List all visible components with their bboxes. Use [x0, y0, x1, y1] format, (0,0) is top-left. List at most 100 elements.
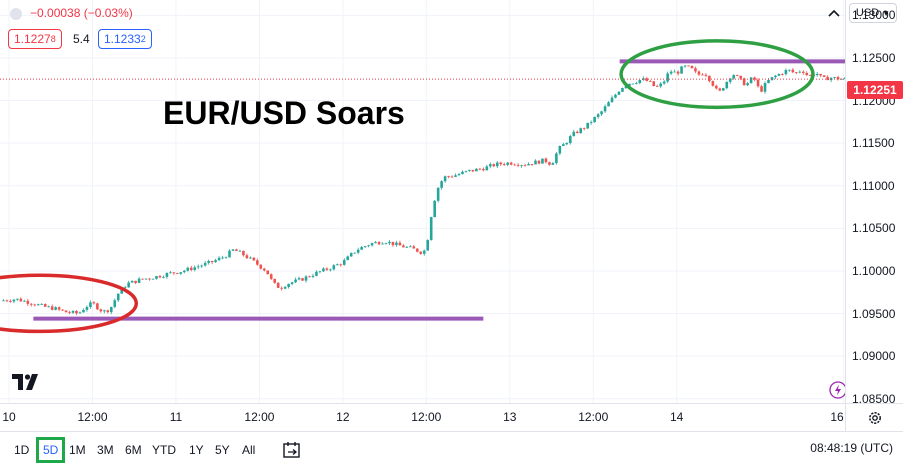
candle: [33, 303, 37, 307]
candle: [367, 244, 370, 248]
time-axis[interactable]: 10 12:00 11 12:00 12 12:00 13 12:00 14 16: [0, 403, 845, 432]
candle: [565, 142, 569, 146]
candle: [763, 81, 767, 94]
candle: [485, 164, 489, 171]
price-axis[interactable]: USD ▼ 1.13000 1.12500 1.12000 1.11500 1.11000…: [845, 0, 903, 406]
candle: [252, 257, 256, 262]
candle: [82, 308, 85, 313]
candle: [464, 170, 468, 173]
candle: [534, 159, 537, 165]
axis-settings-button[interactable]: [845, 403, 903, 432]
candle: [141, 278, 144, 280]
candle: [582, 127, 586, 131]
candle: [694, 66, 697, 74]
candle: [555, 151, 558, 165]
candle: [784, 68, 788, 76]
range-button-1y[interactable]: 1Y: [189, 443, 204, 457]
candle: [607, 101, 610, 107]
candle: [471, 169, 475, 173]
candle: [54, 306, 57, 311]
candle: [426, 239, 430, 251]
candle: [635, 81, 638, 85]
candle: [795, 71, 798, 75]
range-button-1m[interactable]: 1M: [69, 443, 86, 457]
candle: [422, 249, 426, 256]
range-button-1d[interactable]: 1D: [14, 443, 30, 457]
collapse-legend-icon[interactable]: [10, 7, 22, 20]
flash-icon[interactable]: [829, 381, 847, 399]
range-button-all[interactable]: All: [242, 443, 256, 457]
candle: [297, 276, 301, 281]
candle: [568, 134, 572, 145]
range-button-6m[interactable]: 6M: [125, 443, 142, 457]
candle: [64, 310, 68, 313]
candle: [231, 249, 235, 252]
candle: [739, 75, 742, 81]
candle: [259, 264, 263, 270]
candle: [836, 75, 840, 81]
candle: [196, 264, 200, 270]
candle: [433, 200, 436, 218]
tradingview-logo-icon[interactable]: [12, 374, 42, 390]
candle: [294, 277, 297, 284]
candle: [68, 310, 71, 315]
candle: [701, 73, 704, 76]
time-tick-label: 13: [503, 410, 517, 424]
candle: [92, 300, 96, 305]
candle: [735, 74, 739, 77]
range-button-5d[interactable]: 5D: [35, 437, 66, 463]
range-button-ytd[interactable]: YTD: [152, 443, 176, 457]
sell-price-button[interactable]: 1.1227 8: [8, 29, 62, 49]
candle: [75, 309, 78, 316]
calendar-range-icon[interactable]: [282, 440, 302, 460]
change-readout: −0.00038 (−0.03%): [10, 6, 133, 20]
candle: [541, 158, 544, 164]
candle: [805, 71, 809, 76]
candle: [589, 120, 593, 125]
candle: [530, 163, 534, 167]
range-button-3m[interactable]: 3M: [97, 443, 114, 457]
candle: [363, 245, 367, 249]
candle: [548, 161, 551, 166]
candle: [454, 173, 457, 178]
candle: [593, 116, 596, 123]
candle: [475, 168, 478, 172]
candle: [50, 304, 54, 311]
candle: [617, 91, 621, 96]
price-chart-plot[interactable]: [0, 0, 845, 403]
price-tick-label: 1.10500: [852, 221, 896, 236]
last-price-label: 1.12251: [847, 81, 903, 99]
candle: [673, 69, 676, 73]
candle: [370, 242, 374, 247]
price-change: −0.00038 (−0.03%): [30, 6, 133, 20]
candle: [36, 303, 40, 306]
candle: [506, 161, 509, 167]
candle: [683, 64, 687, 68]
utc-clock[interactable]: 08:48:19 (UTC): [810, 441, 893, 455]
candle: [461, 170, 464, 175]
currency-select[interactable]: USD ▼: [849, 3, 897, 23]
candle: [12, 299, 16, 304]
collapse-icon[interactable]: [826, 6, 842, 22]
candle: [256, 258, 259, 266]
time-tick-label: 12:00: [77, 410, 108, 424]
red-ellipse-annotation: [0, 273, 139, 334]
candle: [482, 167, 485, 172]
candle: [600, 110, 603, 116]
candle: [207, 259, 210, 265]
candle: [756, 78, 760, 88]
range-button-5y[interactable]: 5Y: [215, 443, 230, 457]
price-tick-label: 1.09500: [852, 306, 896, 321]
price-tick-label: 1.09000: [852, 349, 896, 364]
candle: [186, 266, 190, 272]
candle: [398, 240, 402, 246]
buy-price-button[interactable]: 1.1233 2: [98, 29, 152, 49]
candle: [71, 310, 75, 314]
candle: [356, 247, 360, 255]
candle: [843, 77, 845, 80]
candle: [429, 216, 433, 241]
candle: [495, 161, 499, 169]
candle: [746, 81, 749, 87]
candle: [158, 275, 162, 279]
candle: [113, 298, 117, 309]
